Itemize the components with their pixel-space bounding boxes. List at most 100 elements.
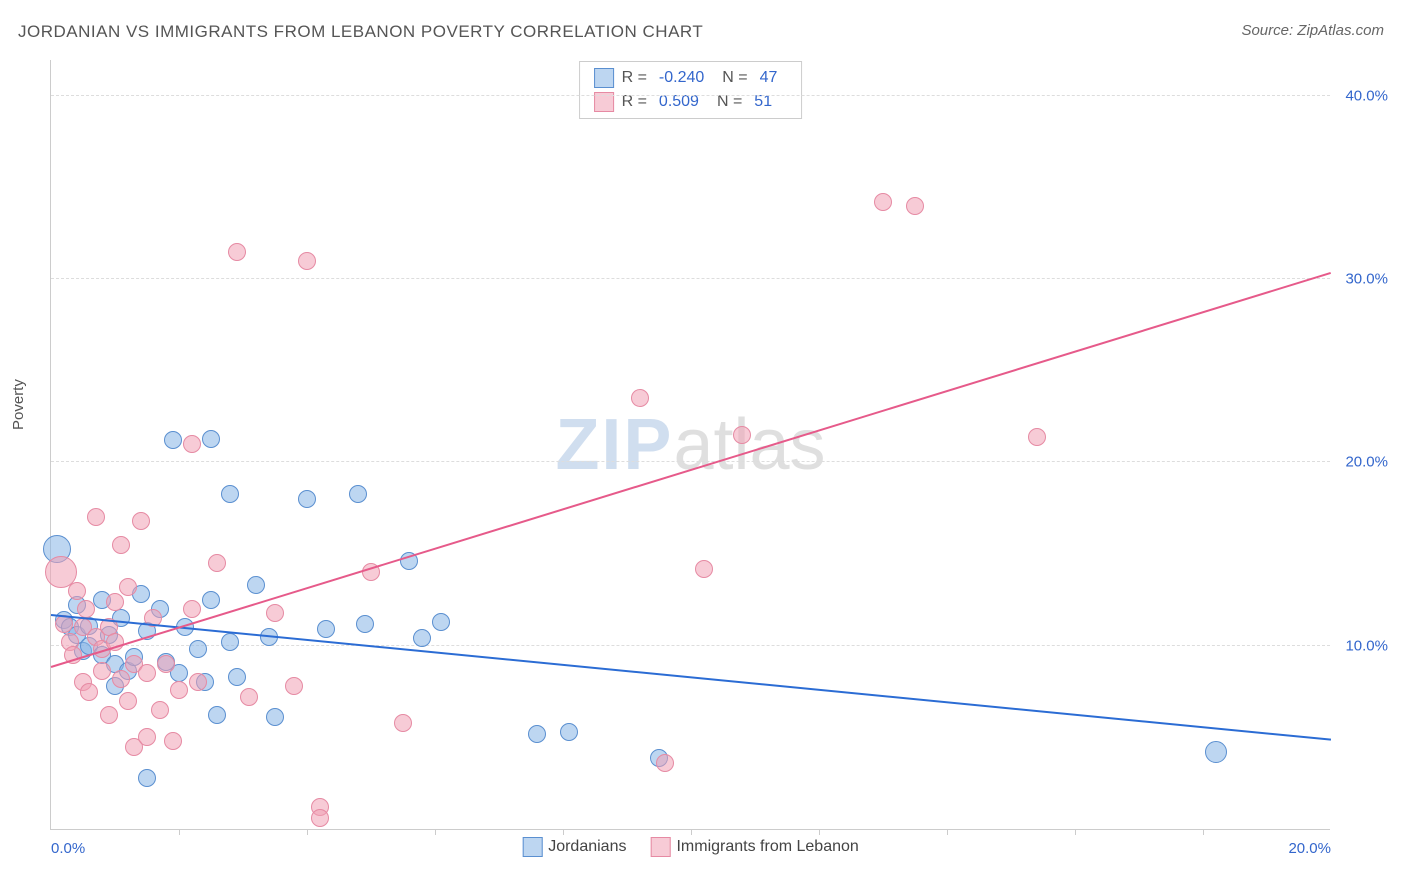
data-point-lebanon [189, 673, 207, 691]
data-point-jordanians [528, 725, 546, 743]
data-point-jordanians [356, 615, 374, 633]
x-tick [179, 829, 180, 835]
data-point-lebanon [106, 593, 124, 611]
data-point-jordanians [189, 640, 207, 658]
n-value-jordanians: 47 [756, 69, 788, 87]
data-point-lebanon [132, 512, 150, 530]
data-point-lebanon [183, 600, 201, 618]
y-tick-label: 30.0% [1345, 271, 1388, 288]
x-tick [563, 829, 564, 835]
data-point-lebanon [112, 536, 130, 554]
legend-item-lebanon: Immigrants from Lebanon [650, 837, 858, 857]
data-point-lebanon [157, 655, 175, 673]
gridline-h [51, 461, 1330, 462]
plot-area: ZIPatlas R =-0.240N =47R =0.509N =51 Jor… [50, 60, 1330, 830]
r-value-lebanon: 0.509 [655, 93, 709, 111]
data-point-lebanon [285, 677, 303, 695]
data-point-lebanon [1028, 428, 1046, 446]
data-point-lebanon [68, 582, 86, 600]
data-point-lebanon [240, 688, 258, 706]
x-tick [307, 829, 308, 835]
data-point-lebanon [80, 683, 98, 701]
data-point-lebanon [77, 600, 95, 618]
data-point-lebanon [151, 701, 169, 719]
data-point-lebanon [394, 714, 412, 732]
legend-swatch-lebanon [650, 837, 670, 857]
data-point-lebanon [906, 197, 924, 215]
swatch-jordanians [594, 68, 614, 88]
data-point-jordanians [432, 613, 450, 631]
data-point-jordanians [202, 591, 220, 609]
x-tick-label: 0.0% [51, 840, 85, 857]
data-point-jordanians [228, 668, 246, 686]
data-point-lebanon [119, 578, 137, 596]
gridline-h [51, 645, 1330, 646]
x-tick-label: 20.0% [1288, 840, 1331, 857]
data-point-jordanians [298, 490, 316, 508]
y-tick-label: 40.0% [1345, 87, 1388, 104]
data-point-jordanians [349, 485, 367, 503]
data-point-lebanon [164, 732, 182, 750]
n-label: N = [722, 69, 747, 87]
data-point-lebanon [656, 754, 674, 772]
watermark-zip: ZIP [555, 405, 673, 485]
data-point-jordanians [221, 633, 239, 651]
gridline-h [51, 278, 1330, 279]
stats-legend-box: R =-0.240N =47R =0.509N =51 [579, 61, 803, 119]
gridline-h [51, 95, 1330, 96]
legend-label-jordanians: Jordanians [548, 838, 626, 856]
data-point-jordanians [266, 708, 284, 726]
data-point-lebanon [228, 243, 246, 261]
trend-line-lebanon [51, 272, 1332, 668]
y-tick-label: 10.0% [1345, 637, 1388, 654]
data-point-lebanon [733, 426, 751, 444]
data-point-jordanians [1205, 741, 1227, 763]
n-value-lebanon: 51 [750, 93, 782, 111]
watermark: ZIPatlas [555, 404, 825, 486]
x-tick [819, 829, 820, 835]
x-tick [1075, 829, 1076, 835]
data-point-jordanians [164, 431, 182, 449]
series-legend: Jordanians Immigrants from Lebanon [522, 837, 859, 857]
x-tick [691, 829, 692, 835]
x-tick [947, 829, 948, 835]
watermark-atlas: atlas [673, 405, 825, 485]
data-point-lebanon [695, 560, 713, 578]
data-point-jordanians [138, 769, 156, 787]
data-point-jordanians [221, 485, 239, 503]
source-attribution: Source: ZipAtlas.com [1241, 22, 1384, 39]
data-point-jordanians [247, 576, 265, 594]
r-label: R = [622, 93, 647, 111]
x-tick [435, 829, 436, 835]
legend-item-jordanians: Jordanians [522, 837, 626, 857]
data-point-lebanon [266, 604, 284, 622]
data-point-lebanon [119, 692, 137, 710]
data-point-jordanians [202, 430, 220, 448]
data-point-lebanon [170, 681, 188, 699]
data-point-lebanon [138, 728, 156, 746]
legend-swatch-jordanians [522, 837, 542, 857]
data-point-jordanians [317, 620, 335, 638]
data-point-lebanon [208, 554, 226, 572]
data-point-lebanon [138, 664, 156, 682]
x-tick [1203, 829, 1204, 835]
data-point-jordanians [413, 629, 431, 647]
stats-row-jordanians: R = -0.240 N = 47 [594, 66, 788, 90]
data-point-lebanon [183, 435, 201, 453]
data-point-lebanon [87, 508, 105, 526]
n-label: N = [717, 93, 742, 111]
chart-title: JORDANIAN VS IMMIGRANTS FROM LEBANON POV… [18, 22, 703, 42]
y-tick-label: 20.0% [1345, 454, 1388, 471]
data-point-lebanon [311, 809, 329, 827]
data-point-lebanon [100, 706, 118, 724]
data-point-jordanians [560, 723, 578, 741]
data-point-lebanon [112, 670, 130, 688]
data-point-lebanon [631, 389, 649, 407]
r-label: R = [622, 69, 647, 87]
data-point-jordanians [208, 706, 226, 724]
r-value-jordanians: -0.240 [655, 69, 714, 87]
y-axis-label: Poverty [10, 379, 27, 430]
legend-label-lebanon: Immigrants from Lebanon [676, 838, 858, 856]
chart-container: JORDANIAN VS IMMIGRANTS FROM LEBANON POV… [0, 0, 1406, 892]
data-point-lebanon [874, 193, 892, 211]
